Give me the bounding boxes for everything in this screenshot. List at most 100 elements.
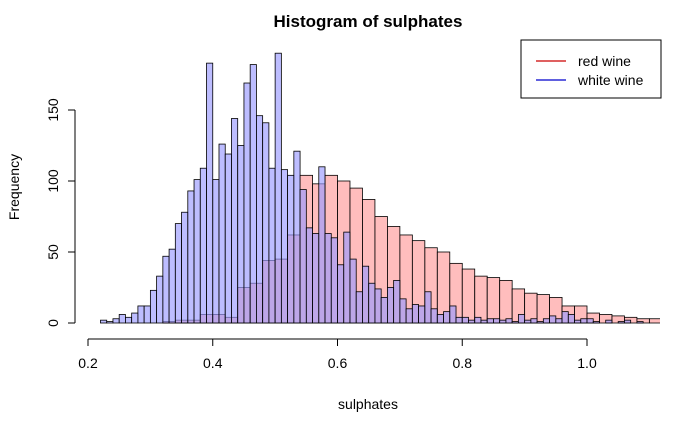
bar-white-wine	[393, 279, 401, 324]
legend-label-white-wine: white wine	[577, 72, 644, 88]
bar-white-wine	[436, 314, 444, 324]
bar-white-wine	[380, 297, 388, 324]
bar-white-wine	[636, 321, 644, 324]
bar-white-wine	[212, 179, 220, 324]
bar-white-wine	[511, 321, 519, 324]
bar-white-wine	[243, 82, 251, 324]
bar-white-wine	[430, 308, 438, 324]
x-axis: 0.2 0.4 0.6 0.8 1.0	[78, 338, 597, 371]
bar-white-wine	[299, 189, 307, 324]
legend-label-red-wine: red wine	[578, 53, 631, 69]
bar-white-wine	[355, 291, 363, 324]
bar-red-wine	[461, 268, 476, 324]
bar-white-wine	[586, 318, 594, 324]
bar-white-wine	[193, 179, 201, 324]
bar-white-wine	[131, 312, 139, 324]
bar-white-wine	[592, 321, 600, 324]
bar-white-wine	[536, 321, 544, 324]
bar-white-wine	[256, 115, 264, 324]
bar-white-wine	[474, 316, 482, 324]
bar-white-wine	[486, 318, 494, 324]
x-tick-label: 0.8	[453, 355, 473, 371]
bar-white-wine	[287, 174, 295, 324]
bar-white-wine	[499, 319, 507, 324]
bar-white-wine	[168, 248, 176, 324]
bar-white-wine	[112, 318, 120, 324]
bar-white-wine	[386, 287, 395, 324]
bar-white-wine	[455, 316, 463, 324]
bar-white-wine	[143, 305, 151, 324]
y-tick-label: 50	[45, 244, 61, 260]
white-wine-bars	[100, 52, 644, 324]
bar-white-wine	[293, 150, 301, 324]
bar-white-wine	[405, 308, 413, 324]
bar-white-wine	[561, 311, 569, 324]
y-tick-label: 150	[45, 98, 61, 122]
bar-white-wine	[624, 319, 632, 324]
chart-title: Histogram of sulphates	[274, 12, 463, 31]
bar-white-wine	[125, 316, 133, 324]
bar-white-wine	[218, 143, 226, 324]
bar-white-wine	[174, 223, 182, 324]
bar-white-wine	[106, 321, 114, 324]
bar-red-wine	[486, 277, 501, 324]
bar-white-wine	[187, 190, 195, 324]
bar-white-wine	[330, 237, 338, 324]
bar-white-wine	[337, 264, 345, 324]
bar-white-wine	[199, 167, 207, 324]
bar-white-wine	[349, 258, 357, 324]
bar-white-wine	[549, 315, 557, 324]
bar-white-wine	[368, 282, 376, 324]
bar-white-wine	[162, 255, 170, 324]
bar-white-wine	[237, 145, 245, 324]
bar-white-wine	[411, 304, 419, 324]
bar-white-wine	[324, 233, 332, 324]
bar-white-wine	[305, 227, 313, 324]
x-tick-label: 0.2	[78, 355, 98, 371]
bar-white-wine	[224, 153, 232, 324]
legend: red wine white wine	[520, 39, 662, 99]
bar-white-wine	[542, 318, 550, 324]
bar-white-wine	[100, 319, 108, 324]
bar-white-wine	[517, 314, 526, 324]
bar-white-wine	[149, 289, 158, 324]
bar-white-wine	[181, 211, 189, 324]
bar-white-wine	[343, 231, 351, 324]
bar-white-wine	[605, 319, 613, 324]
bar-white-wine	[617, 321, 625, 324]
bar-white-wine	[318, 166, 326, 324]
y-tick-label: 100	[45, 169, 61, 193]
x-tick-label: 0.4	[203, 355, 223, 371]
bar-white-wine	[118, 314, 126, 324]
y-axis-label: Frequency	[6, 154, 22, 220]
bar-white-wine	[424, 291, 432, 324]
bar-white-wine	[574, 319, 582, 324]
bar-white-wine	[374, 288, 382, 324]
bar-white-wine	[580, 318, 588, 324]
bar-white-wine	[274, 52, 282, 324]
bar-white-wine	[567, 314, 575, 324]
bar-red-wine	[474, 275, 488, 324]
bar-white-wine	[493, 318, 501, 324]
bar-white-wine	[262, 122, 270, 324]
bar-white-wine	[480, 319, 488, 324]
bar-white-wine	[231, 118, 239, 324]
bar-white-wine	[555, 318, 563, 324]
bar-white-wine	[399, 298, 407, 324]
bar-white-wine	[461, 316, 469, 324]
x-tick-label: 1.0	[577, 355, 597, 371]
bar-white-wine	[280, 169, 288, 324]
bar-red-wine	[648, 318, 660, 324]
bar-red-wine	[499, 279, 513, 324]
y-axis: 0 50 100 150	[45, 98, 76, 327]
bar-white-wine	[268, 167, 276, 324]
bar-white-wine	[156, 275, 164, 324]
bar-white-wine	[505, 318, 513, 324]
bar-white-wine	[418, 305, 426, 324]
x-tick-label: 0.6	[328, 355, 348, 371]
bar-white-wine	[524, 319, 532, 324]
bar-white-wine	[530, 318, 538, 324]
bar-white-wine	[362, 265, 370, 324]
legend-box	[520, 39, 662, 99]
